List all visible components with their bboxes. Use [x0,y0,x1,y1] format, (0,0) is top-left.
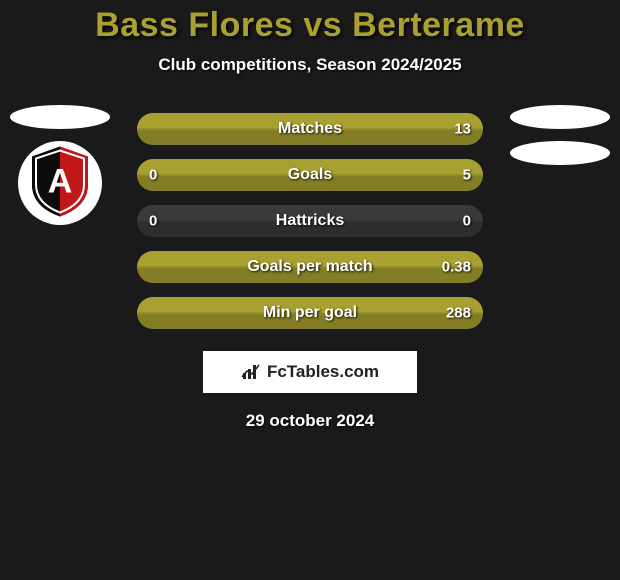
shield-icon: A [28,145,92,219]
right-player-column [510,105,610,165]
bar-label: Min per goal [263,304,357,322]
club-badge-left: A [18,141,102,225]
club-avatar-placeholder [510,141,610,165]
player-avatar-placeholder [510,105,610,129]
bar-value-right: 0 [463,213,471,230]
stat-bars: Matches 13 Goals 0 5 Hattricks 0 0 Goals per mat… [137,113,483,329]
stat-bar: Goals per match 0.38 [137,251,483,283]
bar-value-right: 288 [446,305,471,322]
bar-value-right: 0.38 [442,259,471,276]
bar-value-right: 13 [454,121,471,138]
brand-badge: FcTables.com [203,351,417,393]
page-title: Bass Flores vs Berterame [0,0,620,45]
bar-label: Matches [278,120,342,138]
left-player-column: A [10,105,110,225]
bar-label: Goals per match [247,258,372,276]
bar-value-right: 5 [463,167,471,184]
player-avatar-placeholder [10,105,110,129]
stat-bar: Matches 13 [137,113,483,145]
stat-bar: Min per goal 288 [137,297,483,329]
stat-bar: Hattricks 0 0 [137,205,483,237]
date-label: 29 october 2024 [0,411,620,431]
bar-value-left: 0 [149,213,157,230]
svg-text:A: A [48,163,73,201]
brand-text: FcTables.com [267,362,379,382]
bar-value-left: 0 [149,167,157,184]
stat-bar: Goals 0 5 [137,159,483,191]
subtitle: Club competitions, Season 2024/2025 [0,55,620,75]
bar-label: Goals [288,166,332,184]
comparison-content: A Matches 13 Goals 0 5 Hattricks 0 0 Goals per m… [0,113,620,431]
bar-label: Hattricks [276,212,344,230]
bars-chart-icon [241,363,263,381]
